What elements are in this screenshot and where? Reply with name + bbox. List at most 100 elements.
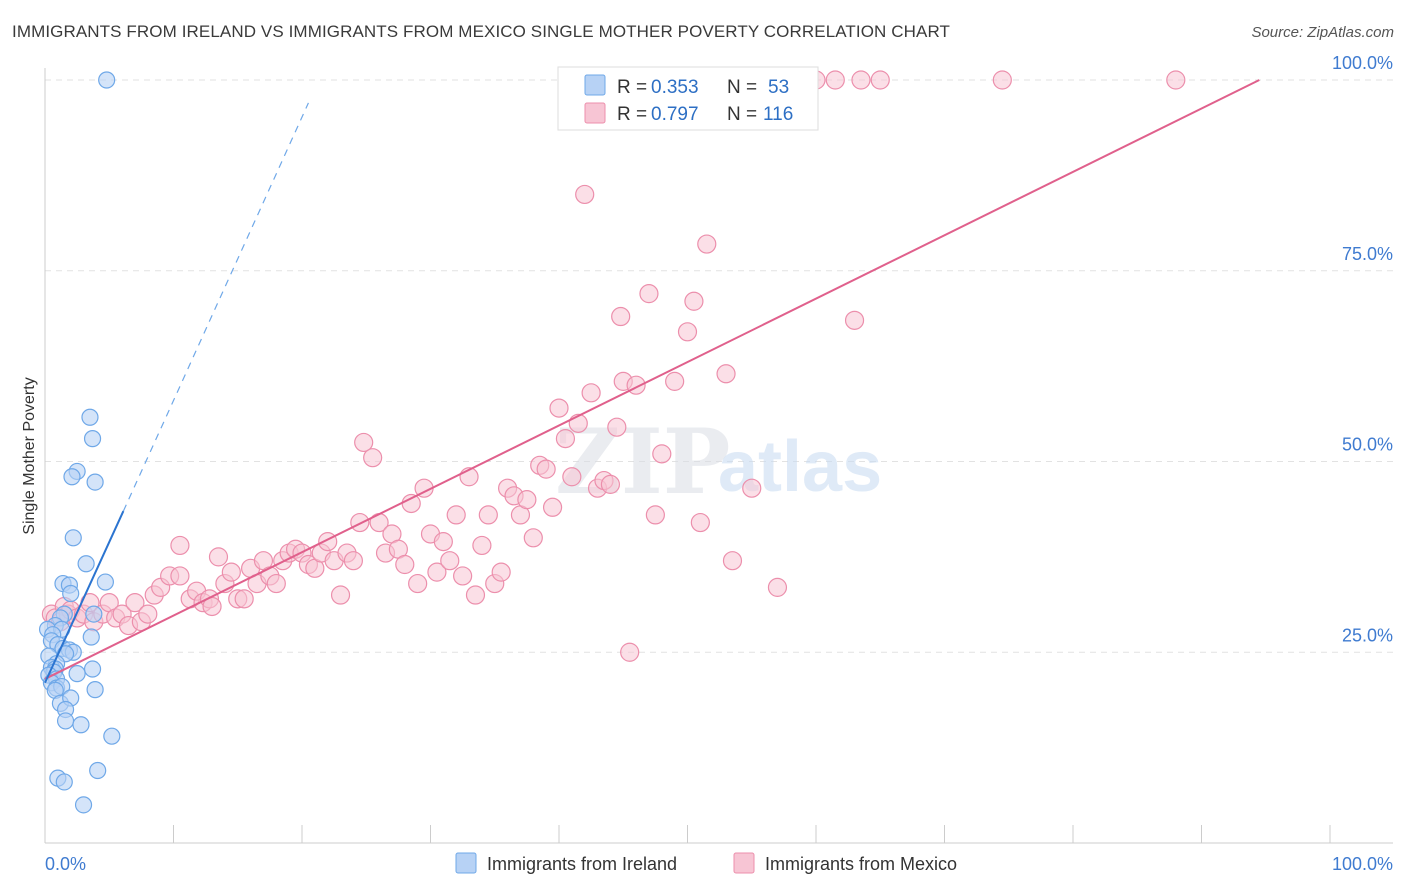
data-point-mexico xyxy=(350,512,370,533)
data-point-mexico xyxy=(549,398,569,418)
data-point-mexico xyxy=(1166,70,1186,90)
stats-n-label-ireland: N = xyxy=(727,77,757,98)
stats-r-label-mexico: R = xyxy=(617,104,647,125)
data-point-mexico xyxy=(690,512,710,533)
data-point-mexico xyxy=(446,505,466,525)
data-point-mexico xyxy=(517,490,537,510)
data-point-ireland xyxy=(77,555,95,573)
data-point-ireland xyxy=(74,796,93,814)
x-tick-label: 100.0% xyxy=(1332,854,1393,874)
data-point-mexico xyxy=(652,444,672,464)
stats-swatch-mexico xyxy=(584,102,606,124)
data-point-mexico xyxy=(354,432,374,453)
data-point-mexico xyxy=(478,505,498,525)
stats-r-value-ireland: 0.353 xyxy=(651,77,699,98)
stats-swatch-ireland xyxy=(584,74,606,96)
stats-r-label-ireland: R = xyxy=(617,77,647,98)
watermark-atlas: atlas xyxy=(718,427,882,507)
trend-line-mexico xyxy=(44,79,1260,680)
data-point-ireland xyxy=(64,529,82,547)
data-point-ireland xyxy=(62,584,80,603)
data-point-mexico xyxy=(330,585,351,605)
data-point-mexico xyxy=(575,184,595,205)
stats-n-value-ireland: 53 xyxy=(768,77,789,98)
data-point-ireland xyxy=(83,430,102,448)
data-point-mexico xyxy=(408,573,428,594)
data-point-mexico xyxy=(453,566,473,586)
data-point-mexico xyxy=(562,467,582,487)
data-point-mexico xyxy=(568,413,588,433)
data-point-mexico xyxy=(742,478,762,498)
data-point-mexico xyxy=(542,497,563,517)
stats-n-label-mexico: N = xyxy=(727,104,757,125)
data-point-mexico xyxy=(170,566,190,586)
data-point-mexico xyxy=(125,593,145,613)
data-point-mexico xyxy=(395,554,415,575)
watermark: ZIP atlas xyxy=(555,409,882,515)
y-tick-label: 25.0% xyxy=(1342,625,1393,645)
data-point-mexico xyxy=(611,306,631,327)
data-point-mexico xyxy=(433,532,453,552)
data-point-ireland xyxy=(68,665,86,683)
data-point-mexico xyxy=(234,589,254,609)
data-point-mexico xyxy=(684,291,704,311)
series-ireland-points xyxy=(38,71,121,814)
x-tick-label: 0.0% xyxy=(45,854,86,874)
data-point-mexico xyxy=(697,234,717,254)
data-point-mexico xyxy=(639,284,659,304)
stats-n-value-mexico: 116 xyxy=(763,104,793,125)
data-point-ireland xyxy=(86,473,104,491)
legend-label-mexico: Immigrants from Mexico xyxy=(765,854,957,874)
data-point-mexico xyxy=(208,547,229,567)
chart-title: IMMIGRANTS FROM IRELAND VS IMMIGRANTS FR… xyxy=(12,22,951,41)
data-point-ireland xyxy=(81,408,99,426)
data-point-mexico xyxy=(401,493,421,514)
trend-lines xyxy=(44,79,1260,684)
source-label: Source: ZipAtlas.com xyxy=(1251,24,1394,41)
data-point-mexico xyxy=(600,474,621,494)
stats-r-value-mexico: 0.797 xyxy=(651,104,699,125)
data-point-mexico xyxy=(677,322,698,342)
y-tick-labels: 25.0% 50.0% 75.0% 100.0% xyxy=(1332,53,1393,645)
data-point-mexico xyxy=(722,551,743,571)
data-point-mexico xyxy=(536,459,556,479)
data-point-ireland xyxy=(72,716,90,734)
y-tick-label: 50.0% xyxy=(1342,435,1393,455)
data-point-mexico xyxy=(266,573,286,594)
data-point-mexico xyxy=(665,371,685,391)
data-point-mexico xyxy=(767,577,788,597)
data-point-ireland xyxy=(86,681,104,699)
data-point-mexico xyxy=(825,70,845,90)
data-point-ireland xyxy=(89,761,107,780)
data-point-ireland xyxy=(103,727,121,745)
data-point-mexico xyxy=(992,70,1012,90)
data-point-mexico xyxy=(870,70,890,90)
data-point-mexico xyxy=(170,535,190,556)
y-axis-label: Single Mother Poverty xyxy=(21,377,38,534)
data-point-mexico xyxy=(716,364,736,384)
legend-label-ireland: Immigrants from Ireland xyxy=(487,854,677,874)
data-point-ireland xyxy=(98,71,116,89)
data-point-mexico xyxy=(363,448,383,468)
data-point-mexico xyxy=(440,551,460,571)
data-point-ireland xyxy=(85,605,103,623)
data-point-ireland xyxy=(63,468,81,486)
data-point-mexico xyxy=(465,585,486,605)
data-point-ireland xyxy=(56,712,75,730)
data-point-mexico xyxy=(607,417,627,437)
data-point-mexico xyxy=(221,562,241,582)
data-point-mexico xyxy=(491,562,511,582)
data-point-mexico xyxy=(645,505,665,525)
stats-box: R = 0.353 N = 53 R = 0.797 N = 116 xyxy=(557,66,819,131)
data-point-mexico xyxy=(427,562,447,582)
series-mexico-points xyxy=(41,70,1186,662)
legend-swatch-mexico xyxy=(733,852,755,874)
data-point-mexico xyxy=(581,383,601,403)
data-point-mexico xyxy=(343,551,363,571)
legend-swatch-ireland xyxy=(455,852,477,874)
axes xyxy=(44,68,1393,844)
x-tick-labels: 0.0% 100.0% xyxy=(45,854,1393,874)
data-point-mexico xyxy=(844,310,865,330)
data-point-mexico xyxy=(620,642,640,662)
